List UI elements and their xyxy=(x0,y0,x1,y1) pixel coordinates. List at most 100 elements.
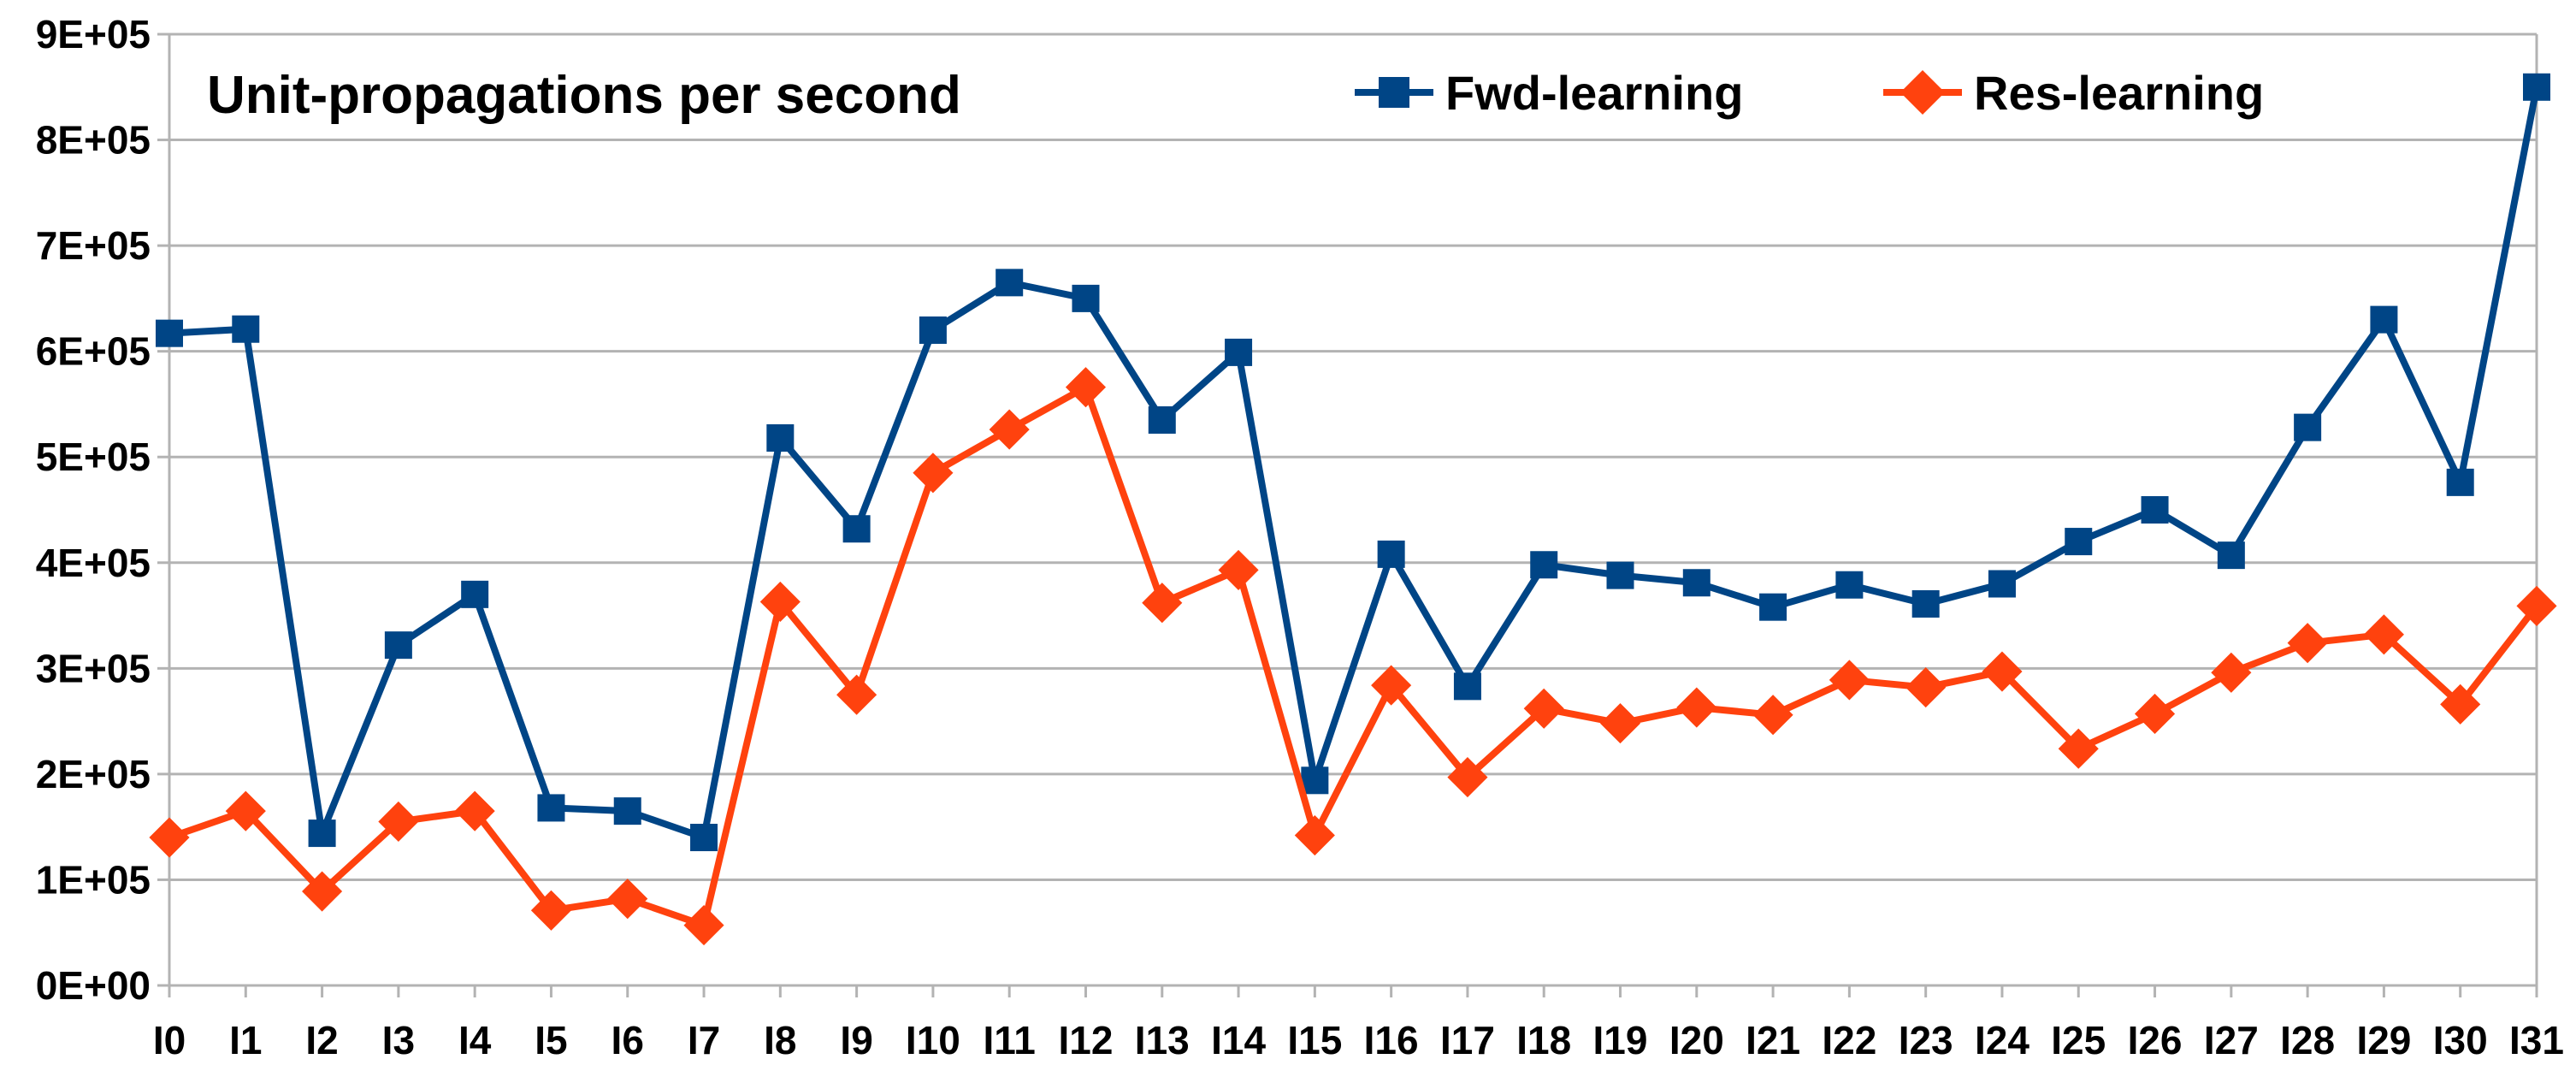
data-point-fwd-learning xyxy=(537,794,565,822)
data-point-fwd-learning xyxy=(1530,551,1558,579)
data-point-fwd-learning xyxy=(1301,766,1329,795)
data-point-res-learning xyxy=(225,790,266,831)
x-tick-label: I29 xyxy=(2356,1018,2411,1062)
chart-title: Unit-propagations per second xyxy=(207,66,961,125)
data-point-res-learning xyxy=(2516,585,2557,626)
data-point-fwd-learning xyxy=(1759,593,1787,621)
data-point-res-learning xyxy=(1218,549,1259,590)
data-point-res-learning xyxy=(607,879,648,920)
series-fwd-learning xyxy=(156,73,2550,852)
legend-item-res-learning: Res-learning xyxy=(1883,66,2264,120)
y-tick-label: 2E+05 xyxy=(36,752,151,796)
legend-label: Res-learning xyxy=(1974,66,2264,120)
x-tick-label: I7 xyxy=(688,1018,720,1062)
data-point-res-learning xyxy=(302,871,343,912)
data-point-fwd-learning xyxy=(308,820,336,848)
data-point-fwd-learning xyxy=(690,824,718,852)
x-tick-label: I30 xyxy=(2433,1018,2488,1062)
y-tick-label: 4E+05 xyxy=(36,541,151,585)
data-point-fwd-learning xyxy=(1225,338,1253,366)
data-point-res-learning xyxy=(530,890,572,931)
data-point-res-learning xyxy=(1447,757,1488,798)
data-point-fwd-learning xyxy=(996,269,1024,297)
y-tick-label: 9E+05 xyxy=(36,12,151,56)
data-point-res-learning xyxy=(1752,695,1793,736)
y-tick-label: 3E+05 xyxy=(36,646,151,690)
data-point-res-learning xyxy=(1676,687,1717,728)
data-point-res-learning xyxy=(1065,367,1107,408)
data-point-fwd-learning xyxy=(232,315,260,343)
data-point-res-learning xyxy=(2440,683,2481,725)
x-tick-label: I15 xyxy=(1287,1018,1342,1062)
x-tick-label: I17 xyxy=(1440,1018,1495,1062)
x-tick-label: I25 xyxy=(2051,1018,2106,1062)
x-axis-tick-labels: I0 I1 I2 I3 I4 I5 I6 I7 I8 I9 I10 I11 I12 I13 I14 I15 I1… xyxy=(153,1018,2564,1062)
legend-marker xyxy=(1379,77,1409,108)
data-point-fwd-learning xyxy=(1911,589,1940,618)
series-group xyxy=(149,73,2557,946)
data-point-fwd-learning xyxy=(1682,569,1710,597)
x-tick-label: I28 xyxy=(2280,1018,2335,1062)
gridlines xyxy=(169,33,2537,987)
data-point-res-learning xyxy=(1599,703,1641,744)
data-point-res-learning xyxy=(1371,665,1412,706)
axes xyxy=(157,33,2538,997)
data-point-fwd-learning xyxy=(1988,570,2016,598)
x-tick-label: I20 xyxy=(1669,1018,1724,1062)
legend-item-fwd-learning: Fwd-learning xyxy=(1355,66,1743,120)
x-tick-label: I2 xyxy=(305,1018,338,1062)
data-point-fwd-learning xyxy=(156,319,183,347)
x-tick-label: I24 xyxy=(1975,1018,2029,1062)
y-tick-label: 1E+05 xyxy=(36,857,151,902)
legend: Fwd-learning Res-learning xyxy=(1355,66,2264,120)
x-tick-label: I18 xyxy=(1516,1018,1571,1062)
data-point-res-learning xyxy=(378,801,419,843)
x-tick-label: I8 xyxy=(764,1018,796,1062)
data-point-res-learning xyxy=(1523,688,1564,729)
data-point-fwd-learning xyxy=(2446,468,2474,496)
y-tick-label: 0E+00 xyxy=(36,963,151,1008)
data-point-fwd-learning xyxy=(1606,561,1634,589)
x-tick-label: I10 xyxy=(906,1018,960,1062)
x-tick-label: I21 xyxy=(1746,1018,1800,1062)
series-res-learning xyxy=(149,367,2557,946)
data-point-fwd-learning xyxy=(2217,541,2245,570)
data-point-fwd-learning xyxy=(766,423,795,452)
data-point-res-learning xyxy=(1142,583,1183,624)
data-point-res-learning xyxy=(2287,623,2328,664)
data-point-res-learning xyxy=(2211,652,2252,693)
x-tick-label: I3 xyxy=(382,1018,415,1062)
data-point-res-learning xyxy=(989,409,1030,450)
data-point-fwd-learning xyxy=(2141,496,2169,524)
data-point-fwd-learning xyxy=(1148,405,1176,434)
y-tick-label: 8E+05 xyxy=(36,118,151,163)
data-point-fwd-learning xyxy=(2370,305,2398,334)
x-tick-label: I13 xyxy=(1135,1018,1190,1062)
data-point-fwd-learning xyxy=(1835,571,1864,599)
x-tick-label: I23 xyxy=(1899,1018,1953,1062)
data-point-res-learning xyxy=(759,581,801,623)
x-tick-label: I1 xyxy=(229,1018,262,1062)
data-point-res-learning xyxy=(1905,667,1947,708)
data-point-fwd-learning xyxy=(1377,540,1405,568)
data-point-fwd-learning xyxy=(2065,528,2093,556)
data-point-res-learning xyxy=(1829,660,1870,701)
data-point-res-learning xyxy=(2058,728,2099,769)
data-point-res-learning xyxy=(2134,693,2176,735)
x-tick-label: I19 xyxy=(1593,1018,1648,1062)
y-tick-label: 7E+05 xyxy=(36,223,151,268)
x-tick-label: I16 xyxy=(1364,1018,1419,1062)
data-point-fwd-learning xyxy=(461,580,489,608)
x-tick-label: I6 xyxy=(612,1018,644,1062)
y-tick-label: 5E+05 xyxy=(36,435,151,479)
x-tick-label: I4 xyxy=(458,1018,492,1062)
data-point-res-learning xyxy=(2363,614,2404,655)
x-tick-label: I22 xyxy=(1822,1018,1876,1062)
data-point-fwd-learning xyxy=(1072,284,1100,312)
data-point-fwd-learning xyxy=(1453,672,1481,701)
data-point-fwd-learning xyxy=(919,316,947,344)
legend-marker xyxy=(1900,69,1946,115)
data-point-res-learning xyxy=(1294,814,1335,856)
